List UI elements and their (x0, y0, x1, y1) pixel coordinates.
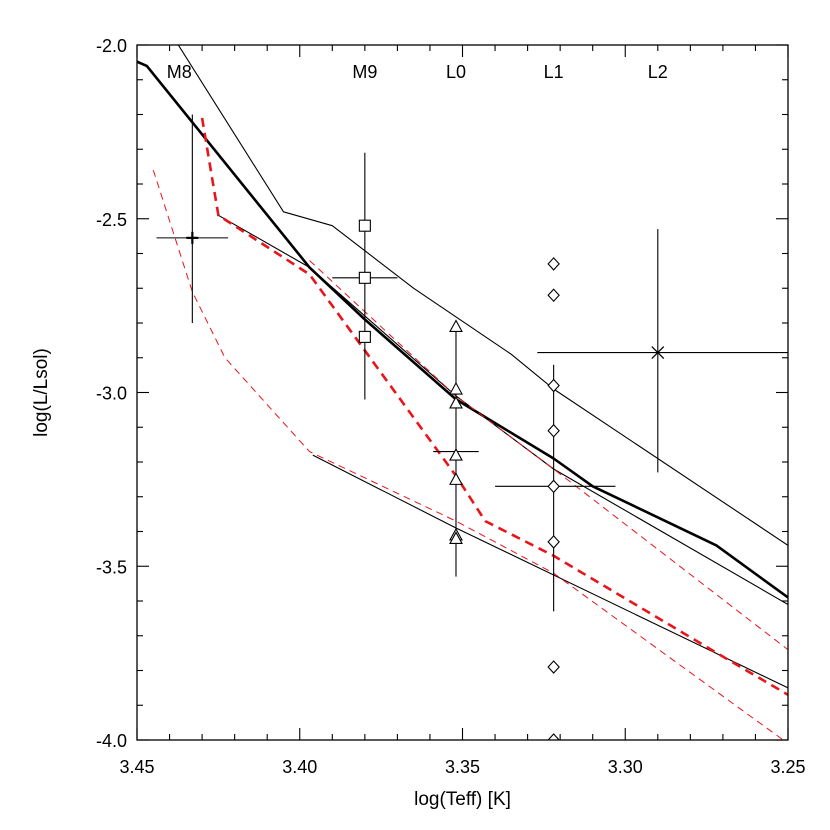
series-plus (156, 114, 229, 323)
diamond-point (547, 378, 560, 393)
diamond-point (547, 423, 560, 438)
x-tick-label: 3.35 (445, 757, 480, 777)
tick-labels: 3.45 3.40 3.35 3.30 3.25 -2.0 -2.5 -3.0 -3.5 -4.0 (96, 36, 806, 777)
x-tick-label: 3.40 (282, 757, 317, 777)
diamond-point (547, 479, 560, 494)
diamond-point (547, 733, 560, 740)
spectral-type-label: M8 (167, 62, 192, 82)
diamond-point (547, 288, 560, 303)
square-point (358, 219, 371, 232)
series-triangle (433, 319, 479, 577)
x-tick-label: 3.45 (119, 757, 154, 777)
y-tick-label: -3.0 (96, 384, 127, 404)
y-tick-label: -2.5 (96, 210, 127, 230)
y-axis-title: log(L/Lsol) (31, 348, 52, 437)
plot-frame (136, 44, 789, 741)
spectral-type-labels: M8 M9 L0 L1 L2 (167, 62, 668, 82)
square-point (358, 271, 371, 284)
series-diamond (495, 257, 616, 740)
triangle-point (449, 395, 463, 409)
spectral-type-label: L2 (648, 62, 668, 82)
x-tick-label: 3.30 (608, 757, 643, 777)
triangle-point (449, 381, 463, 395)
spectral-type-label: L1 (544, 62, 564, 82)
square-point (358, 330, 371, 343)
triangle-point (449, 319, 463, 333)
plot-content (137, 45, 788, 740)
y-tick-label: -2.0 (96, 36, 127, 56)
model-track-2 (177, 45, 788, 546)
axis-ticks (136, 44, 789, 741)
x-axis-title: log(Teff) [K] (414, 789, 511, 810)
y-tick-label: -3.5 (96, 557, 127, 577)
series-square (332, 152, 398, 400)
spectral-type-label: L0 (446, 62, 466, 82)
model-track-4 (312, 454, 788, 689)
diamond-point (547, 535, 560, 549)
spectral-type-label: M9 (352, 62, 377, 82)
cross-point (651, 346, 665, 359)
model-track-7 (309, 260, 788, 651)
triangle-point (449, 531, 463, 545)
x-tick-label: 3.25 (770, 757, 805, 777)
model-track-5 (200, 117, 788, 696)
triangle-point (449, 447, 463, 461)
y-tick-label: -4.0 (96, 731, 127, 751)
triangle-point (449, 472, 463, 485)
model-track-6 (152, 169, 785, 740)
diamond-point (547, 257, 560, 271)
diamond-point (547, 660, 560, 674)
series-cross (537, 229, 788, 473)
